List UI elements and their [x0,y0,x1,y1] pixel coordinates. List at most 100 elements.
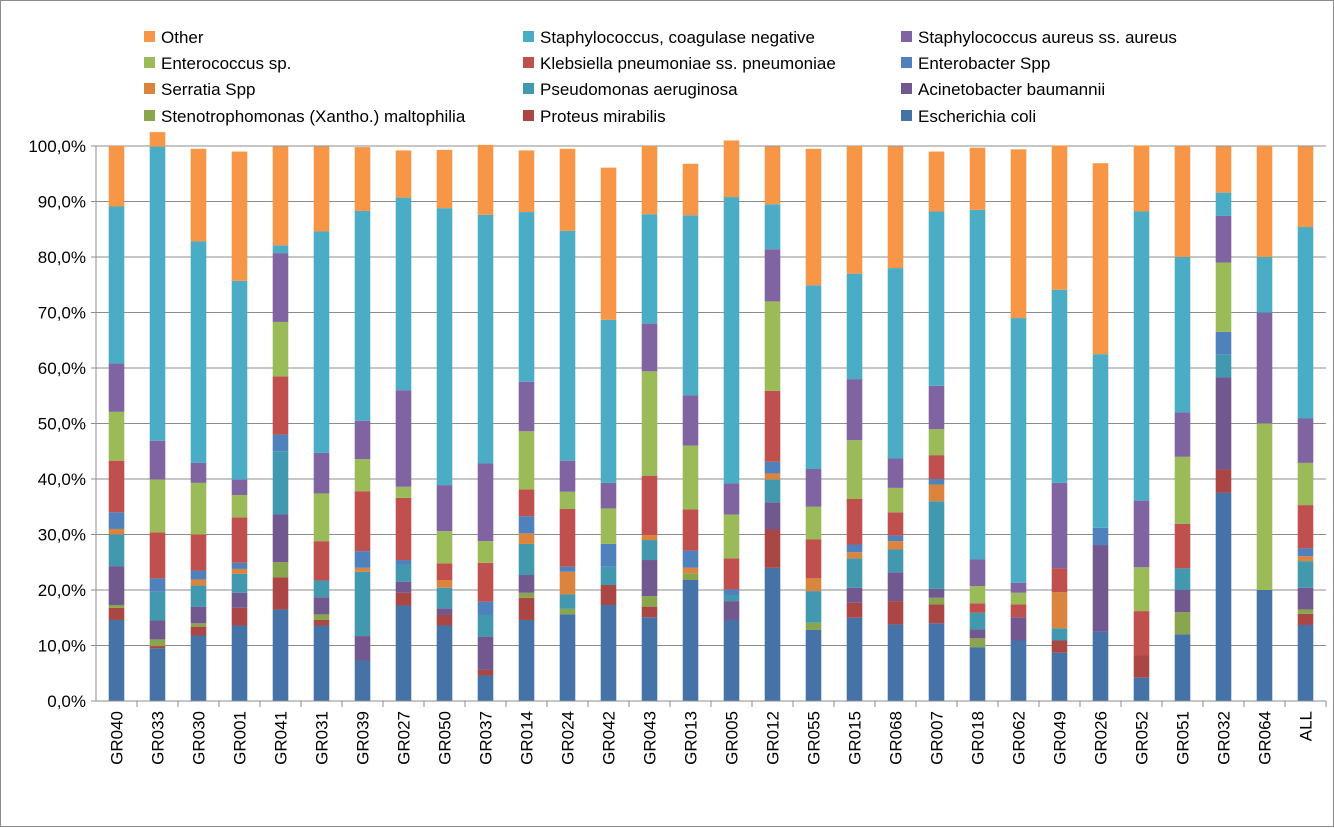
bar-segment [682,215,699,396]
bar-segment [190,534,207,571]
bar-segment [354,636,371,661]
bar-segment [231,151,248,281]
bar-segment [1010,617,1027,641]
bar-segment [313,619,330,626]
x-tick-label: ALL [1297,711,1316,741]
bar-segment [764,204,781,250]
bar-segment [559,508,576,567]
bar-segment [477,614,494,637]
bar-segment [1256,312,1273,424]
bar-segment [436,531,453,564]
bar-segment [436,149,453,209]
bar-segment [682,395,699,446]
bar-segment [1051,289,1068,483]
bar-segment [395,592,412,606]
bar-segment [1051,652,1068,701]
bar-segment [1174,456,1191,524]
bar-segment [272,146,289,246]
bar-segment [1051,568,1068,593]
bar-segment [313,541,330,581]
bar-segment [436,208,453,486]
bar-segment [313,452,330,494]
bar-segment [805,148,822,286]
bar-segment [477,675,494,701]
bar-segment [190,148,207,242]
x-tick-label: GR005 [723,711,742,765]
bar-segment [969,603,986,613]
legend: Other Staphylococcus, coagulase negative S… [144,28,1177,126]
bar-segment [887,268,904,459]
x-tick-label: GR014 [518,711,537,765]
bar-segment [1215,331,1232,355]
bar-segment [1010,604,1027,618]
bar-segment [231,495,248,518]
bar-segment [1297,609,1314,614]
bar-segment [559,460,576,492]
bar-segment [477,669,494,676]
bar-segment [518,150,535,213]
bar-segment [805,629,822,701]
x-tick-label: GR055 [805,711,824,765]
legend-swatch [523,83,534,94]
legend-label: Pseudomonas aeruginosa [540,80,738,99]
bar-segment [149,146,166,441]
bar-segment [1010,640,1027,701]
bar-segment [149,639,166,647]
bar-segment [641,146,658,215]
bar-segment [272,245,289,254]
bar-segment [805,578,822,592]
bar-segment [518,597,535,620]
bar-segment [477,144,494,215]
legend-swatch [144,83,155,94]
bar-segment [641,535,658,541]
bar-segment [887,512,904,536]
bar-segment [641,371,658,476]
bar-segment [1174,590,1191,613]
bar-segment [928,597,945,605]
bar-segment [436,485,453,532]
bar-segment [764,390,781,462]
legend-swatch [901,57,912,68]
bar-segment [1297,587,1314,610]
bar-segment [600,543,617,567]
bar-segment [395,197,412,391]
bar-segment [272,562,289,578]
bar-segment [108,146,125,207]
x-tick-label: GR039 [354,711,373,765]
bar-segment [518,431,535,490]
bar-segment [1215,354,1232,378]
bar-segment [1174,146,1191,257]
bar-segment [149,479,166,533]
bar-segment [108,566,125,605]
bar-segment [600,167,617,320]
x-tick-label: GR012 [764,711,783,765]
bar-segment [723,140,740,198]
bar-segment [969,209,986,560]
bar-segment [928,429,945,456]
legend-label: Enterococcus sp. [161,54,291,73]
bar-segment [149,532,166,579]
bar-segment [1174,634,1191,701]
bar-segment [149,591,166,621]
bar-segment [600,482,617,509]
legend-label: Proteus mirabilis [540,107,666,126]
bar-segment [887,549,904,573]
bar-segment [272,434,289,452]
bar-segment [108,411,125,461]
legend-label: Stenotrophomonas (Xantho.) maltophilia [161,107,466,126]
bar-segment [723,601,740,620]
x-tick-label: GR031 [313,711,332,765]
y-tick-label: 70,0% [38,304,86,323]
bar-segment [846,558,863,588]
bar-segment [723,619,740,701]
bar-segment [190,482,207,535]
bar-segment [395,497,412,561]
x-tick-label: GR052 [1133,711,1152,765]
bar-segment [313,625,330,701]
bar-segment [149,648,166,701]
bar-segment [846,379,863,441]
legend-label: Serratia Spp [161,80,256,99]
bar-segment [1256,257,1273,313]
bar-segment [1092,527,1109,546]
bar-segment [928,588,945,598]
